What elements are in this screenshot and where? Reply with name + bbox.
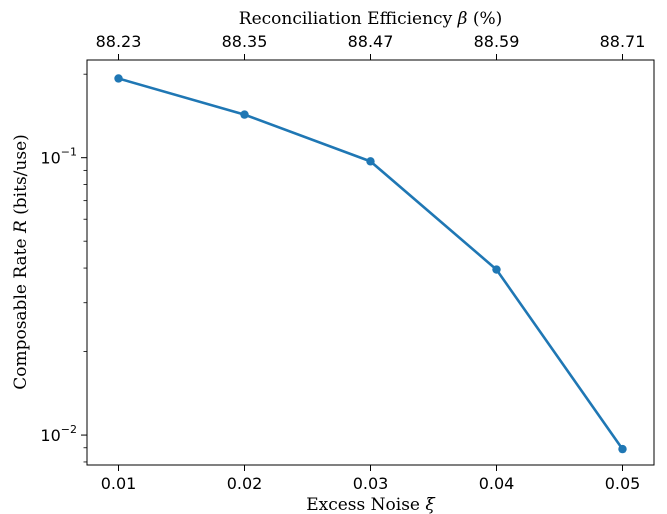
top-x-ticks: 88.23 88.35 88.47 88.59 88.71: [96, 32, 646, 60]
plot-area: [86, 59, 655, 466]
data-point: [366, 157, 375, 166]
y-axis-title: Composable Rate R (bits/use): [11, 134, 31, 390]
top-x-tick-label: 88.23: [96, 32, 142, 51]
top-x-tick-label: 88.35: [222, 32, 268, 51]
x-tick-label: 0.01: [101, 474, 137, 493]
y-minor-ticks: [83, 73, 87, 463]
data-point: [240, 110, 249, 119]
top-x-tick-label: 88.59: [474, 32, 520, 51]
y-tick-label: 10−2: [40, 423, 77, 445]
top-x-tick-label: 88.71: [600, 32, 646, 51]
series-group: [114, 74, 627, 454]
data-point: [492, 265, 501, 274]
x-tick-label: 0.03: [353, 474, 389, 493]
y-tick-label: 10−1: [40, 146, 77, 168]
y-ticks: 10−1 10−2: [40, 146, 87, 445]
top-axis-title: Reconciliation Efficiency β (%): [239, 9, 502, 29]
data-point: [114, 74, 123, 83]
x-tick-label: 0.04: [479, 474, 515, 493]
x-tick-label: 0.02: [227, 474, 263, 493]
x-tick-label: 0.05: [605, 474, 641, 493]
data-point: [618, 444, 627, 454]
x-axis-title: Excess Noise ξ: [306, 495, 436, 514]
top-x-tick-label: 88.47: [348, 32, 394, 51]
x-ticks: 0.01 0.02 0.03 0.04 0.05: [101, 465, 641, 493]
